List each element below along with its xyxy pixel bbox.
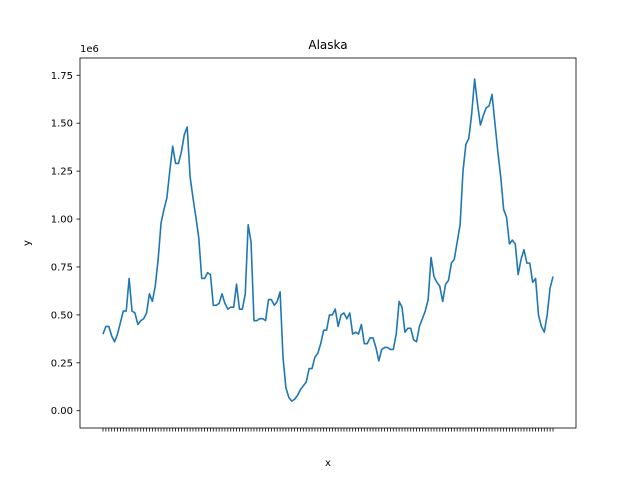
y-tick-label: 0.25 (51, 358, 73, 369)
y-tick-label: 1.25 (51, 167, 73, 178)
x-axis-label: x (325, 458, 331, 469)
y-tick-label: 0.50 (51, 310, 73, 321)
chart-marks (102, 78, 554, 402)
y-axis-ticks: 0.00 0.25 0.50 0.75 1.00 1.25 1.50 1.75 (51, 71, 80, 417)
y-tick-label: 1.75 (51, 71, 73, 82)
y-tick-label: 1.00 (51, 215, 73, 226)
y-tick-label: 0.00 (51, 406, 73, 417)
x-axis-ticks (102, 428, 554, 432)
series-line (102, 78, 554, 402)
plot-area (80, 58, 576, 428)
chart-title: Alaska (308, 38, 347, 52)
y-axis-scale-label: 1e6 (80, 44, 99, 55)
plot-frame (79, 57, 577, 429)
y-axis-label: y (22, 240, 33, 246)
y-tick-label: 0.75 (51, 262, 73, 273)
y-tick-label: 1.50 (51, 119, 73, 130)
